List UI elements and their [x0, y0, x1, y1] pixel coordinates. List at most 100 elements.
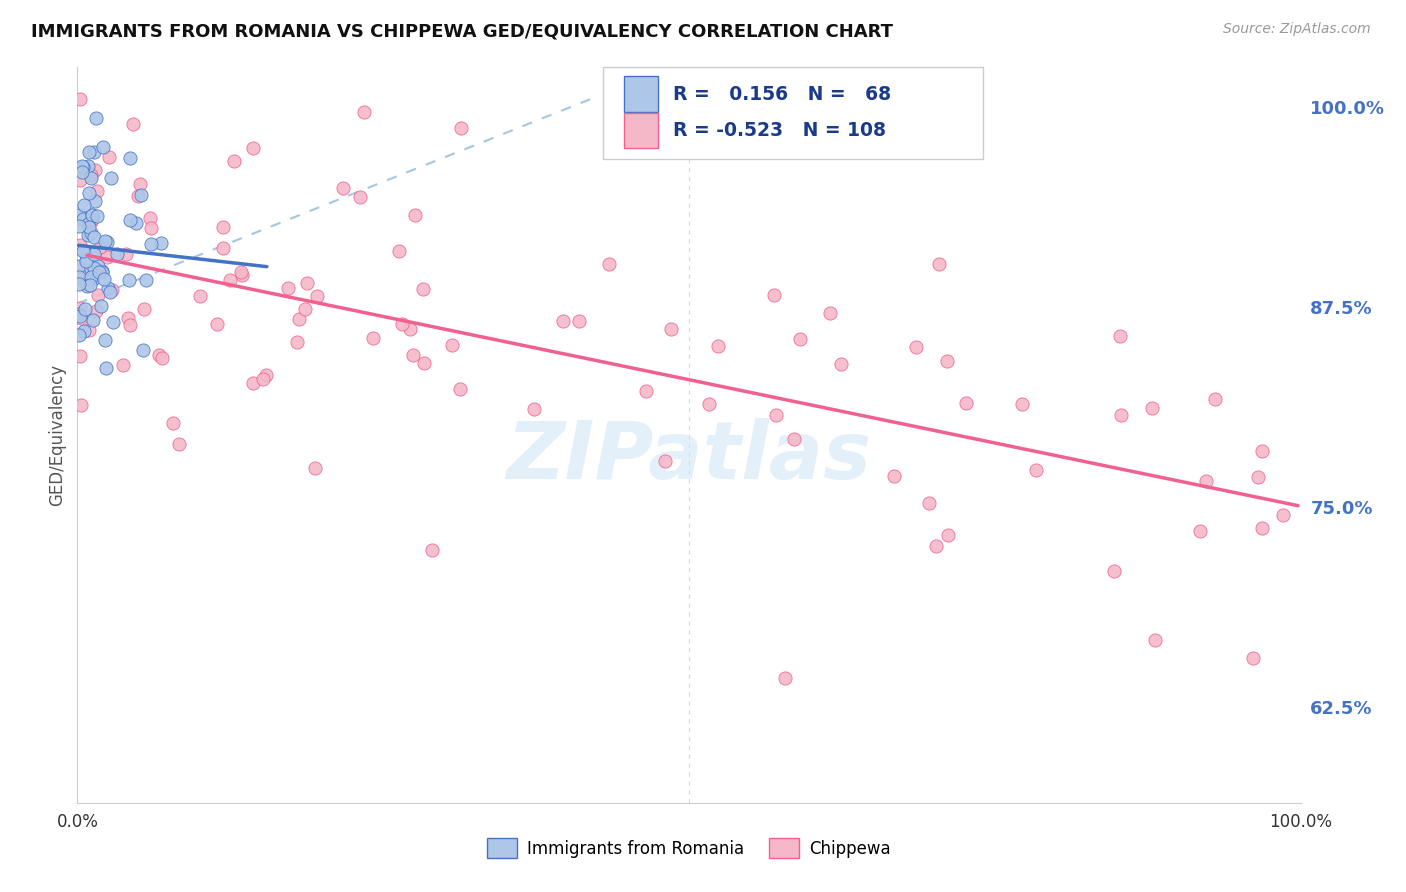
- Point: [388, 244, 411, 259]
- Point: [1241, 651, 1264, 665]
- Text: IMMIGRANTS FROM ROMANIA VS CHIPPEWA GED/EQUIVALENCY CORRELATION CHART: IMMIGRANTS FROM ROMANIA VS CHIPPEWA GED/…: [31, 22, 893, 40]
- Point: [636, 384, 658, 398]
- Point: [79, 323, 101, 337]
- Point: [765, 408, 787, 422]
- Point: [188, 288, 211, 302]
- Point: [76, 279, 98, 293]
- Point: [115, 247, 138, 261]
- Point: [830, 357, 852, 371]
- Point: [254, 368, 277, 383]
- Point: [162, 417, 184, 431]
- Point: [402, 348, 425, 362]
- Point: [72, 161, 94, 175]
- Point: [67, 270, 90, 285]
- Text: R =   0.156   N =   68: R = 0.156 N = 68: [673, 85, 891, 103]
- Point: [288, 311, 311, 326]
- Point: [90, 299, 112, 313]
- Point: [76, 227, 98, 242]
- Point: [79, 168, 101, 182]
- Point: [152, 351, 174, 365]
- Point: [1109, 328, 1132, 343]
- Point: [935, 354, 957, 368]
- Point: [353, 104, 375, 119]
- Point: [83, 260, 105, 275]
- Point: [295, 276, 318, 290]
- Point: [404, 208, 426, 222]
- Point: [117, 311, 139, 326]
- Point: [83, 230, 105, 244]
- Point: [118, 273, 141, 287]
- Point: [83, 163, 105, 178]
- Point: [77, 186, 100, 200]
- Point: [69, 309, 91, 323]
- Point: [80, 170, 103, 185]
- Point: [94, 333, 117, 347]
- Point: [122, 117, 145, 131]
- Point: [925, 539, 948, 553]
- Point: [120, 151, 142, 165]
- Point: [93, 272, 115, 286]
- Point: [349, 190, 371, 204]
- Point: [80, 211, 103, 226]
- Point: [936, 528, 959, 542]
- Point: [79, 145, 101, 160]
- Point: [73, 198, 96, 212]
- Point: [134, 301, 156, 316]
- Point: [101, 315, 124, 329]
- Point: [83, 247, 105, 261]
- Point: [304, 460, 326, 475]
- Point: [89, 264, 111, 278]
- Text: R = -0.523   N = 108: R = -0.523 N = 108: [673, 120, 886, 140]
- Point: [1188, 524, 1211, 538]
- Point: [1195, 474, 1218, 488]
- Point: [80, 226, 103, 240]
- Point: [305, 289, 328, 303]
- Point: [100, 171, 122, 186]
- Point: [86, 260, 108, 274]
- Point: [242, 376, 264, 390]
- Point: [762, 288, 785, 302]
- Point: [69, 92, 91, 106]
- Point: [77, 159, 100, 173]
- Point: [231, 268, 253, 282]
- Point: [568, 314, 591, 328]
- Point: [551, 314, 574, 328]
- Point: [69, 349, 91, 363]
- Point: [79, 270, 101, 285]
- Point: [73, 324, 96, 338]
- Point: [98, 285, 121, 300]
- Point: [167, 437, 190, 451]
- Point: [91, 264, 114, 278]
- Point: [93, 235, 115, 249]
- Point: [76, 217, 98, 231]
- Point: [139, 220, 162, 235]
- Point: [96, 250, 118, 264]
- Point: [76, 251, 98, 265]
- Point: [112, 358, 135, 372]
- Point: [79, 262, 101, 277]
- Point: [1025, 463, 1047, 477]
- Point: [150, 235, 173, 250]
- Point: [883, 468, 905, 483]
- Point: [242, 141, 264, 155]
- Point: [67, 259, 90, 273]
- Point: [70, 398, 93, 412]
- Point: [412, 356, 434, 370]
- Point: [277, 281, 299, 295]
- Point: [105, 246, 128, 260]
- Point: [79, 277, 101, 292]
- Point: [450, 121, 472, 136]
- Point: [1204, 392, 1226, 407]
- Point: [135, 273, 157, 287]
- Point: [1250, 521, 1272, 535]
- Point: [67, 219, 90, 233]
- Point: [69, 173, 91, 187]
- Text: ZIPatlas: ZIPatlas: [506, 418, 872, 496]
- Point: [69, 301, 91, 316]
- Point: [1251, 443, 1274, 458]
- Point: [212, 220, 235, 235]
- Point: [127, 189, 149, 203]
- Point: [1104, 564, 1126, 578]
- Point: [598, 256, 620, 270]
- Point: [659, 322, 682, 336]
